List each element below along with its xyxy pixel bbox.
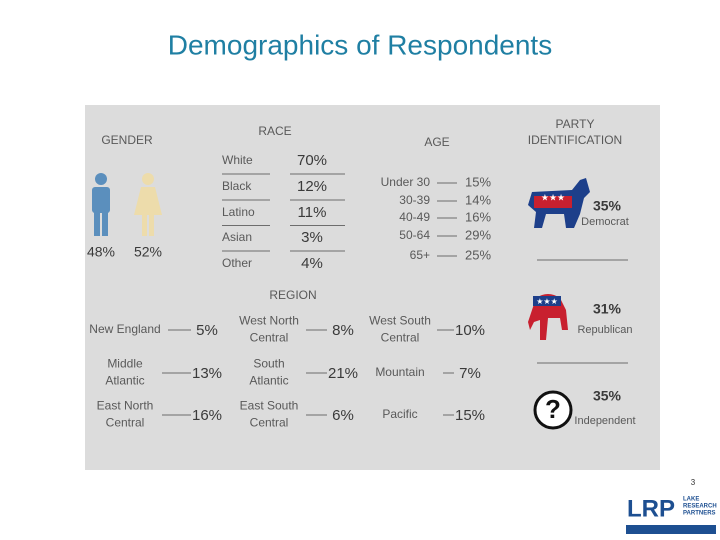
region-label: South xyxy=(253,357,284,371)
region-label: West North xyxy=(239,314,299,328)
stars: ★★★ xyxy=(536,297,558,306)
region-value: 8% xyxy=(332,322,354,339)
independent-icon: ? xyxy=(533,390,573,430)
region-label: New England xyxy=(89,322,160,336)
race-value: 12% xyxy=(297,178,327,195)
slide-title: Demographics of Respondents xyxy=(168,29,552,60)
region-label: Central xyxy=(250,331,289,345)
region-label: West South xyxy=(369,314,431,328)
region-label: Atlantic xyxy=(105,374,144,388)
region-label: Middle xyxy=(107,357,143,371)
region-label: Atlantic xyxy=(249,374,288,388)
race-value: 3% xyxy=(301,229,323,246)
region-value: 13% xyxy=(192,365,222,382)
region-value: 5% xyxy=(196,322,218,339)
section-header: REGION xyxy=(269,288,316,302)
slide-number: 3 xyxy=(691,478,696,487)
region-value: 7% xyxy=(459,365,481,382)
logo-name: RESEARCH xyxy=(683,504,717,510)
age-label: 50-64 xyxy=(399,228,430,242)
section-header: AGE xyxy=(424,135,449,149)
party-value: 35% xyxy=(593,388,622,404)
race-label: Other xyxy=(222,256,252,270)
section-header: PARTY xyxy=(556,117,595,131)
region-label: Central xyxy=(250,416,289,430)
age-label: Under 30 xyxy=(381,175,431,189)
region-value: 10% xyxy=(455,322,485,339)
race-label: White xyxy=(222,153,253,167)
age-value: 14% xyxy=(465,192,491,207)
age-label: 40-49 xyxy=(399,210,430,224)
age-value: 29% xyxy=(465,227,491,242)
age-label: 30-39 xyxy=(399,193,430,207)
female-icon xyxy=(134,173,162,236)
region-label: Mountain xyxy=(375,365,424,379)
race-value: 4% xyxy=(301,255,323,272)
logo-name: LAKE xyxy=(683,497,699,503)
female-value: 52% xyxy=(134,244,162,260)
race-value: 70% xyxy=(297,152,327,169)
male-value: 48% xyxy=(87,244,115,260)
logo-mark: LRP xyxy=(627,495,675,522)
section-header: RACE xyxy=(258,124,291,138)
region-value: 6% xyxy=(332,407,354,424)
party-label: Independent xyxy=(574,415,635,427)
race-value: 11% xyxy=(298,204,327,221)
age-value: 25% xyxy=(465,247,491,262)
republican-icon: ★★★ xyxy=(528,294,568,340)
region-value: 15% xyxy=(455,407,485,424)
region-label: East North xyxy=(97,399,154,413)
democrat-icon: ★★★ xyxy=(528,178,590,228)
region-value: 21% xyxy=(328,365,358,382)
logo-name: PARTNERS xyxy=(683,511,716,517)
party-label: Republican xyxy=(577,324,632,336)
region-label: Central xyxy=(106,416,145,430)
party-label: Democrat xyxy=(581,216,629,228)
age-value: 15% xyxy=(465,174,491,189)
section-header: IDENTIFICATION xyxy=(528,133,622,147)
logo: LRP xyxy=(626,495,716,534)
stars: ★★★ xyxy=(541,192,565,202)
party-value: 31% xyxy=(593,301,622,317)
region-label: East South xyxy=(240,399,299,413)
race-label: Black xyxy=(222,179,252,193)
section-header: GENDER xyxy=(101,133,153,147)
race-label: Latino xyxy=(222,205,255,219)
region-label: Pacific xyxy=(382,407,417,421)
male-icon xyxy=(92,173,110,236)
region-label: Central xyxy=(381,331,420,345)
region-value: 16% xyxy=(192,407,222,424)
party-value: 35% xyxy=(593,198,622,214)
age-label: 65+ xyxy=(410,248,430,262)
question-mark: ? xyxy=(545,394,561,424)
race-label: Asian xyxy=(222,230,252,244)
age-value: 16% xyxy=(465,209,491,224)
